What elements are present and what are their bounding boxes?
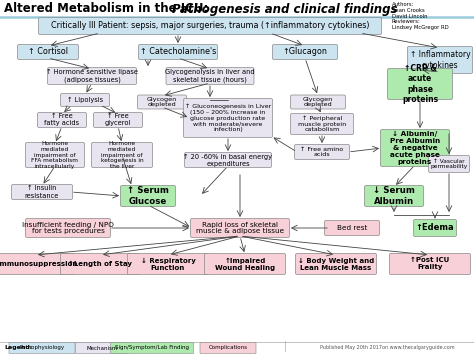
Text: ↓ Body Weight and
Lean Muscle Mass: ↓ Body Weight and Lean Muscle Mass — [298, 257, 374, 271]
Text: ↓ Serum
Albumin: ↓ Serum Albumin — [373, 186, 415, 206]
FancyBboxPatch shape — [37, 113, 86, 127]
FancyBboxPatch shape — [18, 44, 79, 60]
FancyBboxPatch shape — [191, 218, 290, 237]
Text: ↑ Catecholamine's: ↑ Catecholamine's — [140, 48, 216, 56]
Text: ↑Length of Stay: ↑Length of Stay — [68, 261, 132, 267]
FancyBboxPatch shape — [365, 186, 423, 207]
FancyBboxPatch shape — [183, 98, 273, 137]
Text: Legend:: Legend: — [4, 345, 32, 350]
FancyBboxPatch shape — [325, 220, 380, 235]
FancyBboxPatch shape — [388, 69, 453, 99]
Text: ↑Impaired
Wound Healing: ↑Impaired Wound Healing — [215, 257, 275, 271]
Text: ↑ Serum
Glucose: ↑ Serum Glucose — [127, 186, 169, 206]
Text: Published May 20th 2017on www.thecalgaryguide.com: Published May 20th 2017on www.thecalgary… — [320, 345, 455, 350]
FancyBboxPatch shape — [428, 155, 470, 173]
FancyBboxPatch shape — [93, 113, 143, 127]
Text: ↓ Respiratory
Function: ↓ Respiratory Function — [141, 257, 195, 271]
Text: ↑ Gluconeogenesis in Liver
(150 – 200% increase in
glucose production rate
with : ↑ Gluconeogenesis in Liver (150 – 200% i… — [185, 104, 271, 132]
FancyBboxPatch shape — [200, 343, 256, 354]
FancyBboxPatch shape — [75, 343, 128, 354]
Text: ↑ Vascular
permeability: ↑ Vascular permeability — [430, 159, 468, 169]
FancyBboxPatch shape — [166, 67, 254, 84]
FancyBboxPatch shape — [120, 186, 175, 207]
Text: Critically Ill Patient: sepsis, major surgeries, trauma (↑inflammatory cytokines: Critically Ill Patient: sepsis, major su… — [51, 22, 369, 31]
Text: ↑ Free
glycerol: ↑ Free glycerol — [105, 114, 131, 126]
FancyBboxPatch shape — [26, 218, 110, 237]
Text: Pathogenesis and clinical findings: Pathogenesis and clinical findings — [172, 2, 398, 16]
Text: ↑Edema: ↑Edema — [416, 224, 454, 233]
Text: ↑ Free
fatty acids: ↑ Free fatty acids — [45, 114, 80, 126]
Text: ↑ Free amino
acids: ↑ Free amino acids — [301, 147, 344, 157]
Text: Glycogen
depleted: Glycogen depleted — [303, 97, 333, 108]
Text: ↑ Insulin
resistance: ↑ Insulin resistance — [25, 186, 59, 198]
FancyBboxPatch shape — [381, 130, 449, 166]
Text: Sign/Symptom/Lab Finding: Sign/Symptom/Lab Finding — [115, 345, 189, 350]
Text: ↑Immunosuppression: ↑Immunosuppression — [0, 261, 78, 267]
FancyBboxPatch shape — [26, 142, 84, 168]
FancyBboxPatch shape — [61, 93, 109, 106]
FancyBboxPatch shape — [291, 95, 346, 109]
FancyBboxPatch shape — [61, 253, 139, 274]
Text: ↑ Inflammatory
cytokines: ↑ Inflammatory cytokines — [410, 50, 470, 70]
FancyBboxPatch shape — [110, 343, 193, 354]
Text: Rapid loss of skeletal
muscle & adipose tissue: Rapid loss of skeletal muscle & adipose … — [196, 222, 284, 235]
Text: Glycogenolysis in liver and
skeletal tissue (hours): Glycogenolysis in liver and skeletal tis… — [165, 69, 255, 83]
FancyBboxPatch shape — [128, 253, 209, 274]
FancyBboxPatch shape — [294, 144, 349, 159]
Text: ↑CRP &
acute
phase
proteins: ↑CRP & acute phase proteins — [402, 64, 438, 104]
Text: ↑Post ICU
Frailty: ↑Post ICU Frailty — [410, 257, 450, 271]
Text: ↑ 20 -60% in basal energy
expenditures: ↑ 20 -60% in basal energy expenditures — [183, 153, 273, 166]
FancyBboxPatch shape — [137, 95, 186, 109]
Text: ↑ Peripheral
muscle protein
catabolism: ↑ Peripheral muscle protein catabolism — [298, 115, 346, 132]
Text: ↑ Lipolysis: ↑ Lipolysis — [67, 97, 103, 103]
Text: ↑Glucagon: ↑Glucagon — [283, 48, 328, 56]
FancyBboxPatch shape — [184, 153, 272, 168]
FancyBboxPatch shape — [295, 253, 376, 274]
FancyBboxPatch shape — [47, 67, 137, 84]
Text: Hormone
mediated
impairment of
ketogenesis in
the liver: Hormone mediated impairment of ketogenes… — [100, 141, 143, 169]
FancyBboxPatch shape — [291, 114, 354, 135]
Text: Mechanism: Mechanism — [86, 345, 118, 350]
FancyBboxPatch shape — [0, 253, 74, 274]
FancyBboxPatch shape — [11, 185, 73, 200]
Text: ↓ Albumin/
Pre Albumin
& negative
acute phase
proteins: ↓ Albumin/ Pre Albumin & negative acute … — [390, 131, 440, 165]
Text: Pathophysiology: Pathophysiology — [19, 345, 64, 350]
FancyBboxPatch shape — [273, 44, 337, 60]
Text: ↑ Hormone sensitive lipase
(adipose tissues): ↑ Hormone sensitive lipase (adipose tiss… — [46, 69, 138, 83]
FancyBboxPatch shape — [138, 44, 218, 60]
Text: Bed rest: Bed rest — [337, 225, 367, 231]
FancyBboxPatch shape — [9, 343, 75, 354]
Text: Hormone
mediated
impairment of
FFA metabolism
intracellularly: Hormone mediated impairment of FFA metab… — [31, 141, 79, 169]
FancyBboxPatch shape — [204, 253, 285, 274]
Text: Complications: Complications — [209, 345, 247, 350]
Text: Altered Metabolism in the ICU:: Altered Metabolism in the ICU: — [4, 2, 212, 16]
FancyBboxPatch shape — [38, 17, 382, 34]
Text: Authors:
Sean Crooks
David Lincoln
Reviewers:
Lindsey McGregor RD: Authors: Sean Crooks David Lincoln Revie… — [392, 2, 448, 30]
FancyBboxPatch shape — [408, 47, 473, 73]
Text: ↑ Cortisol: ↑ Cortisol — [28, 48, 68, 56]
Text: Glycogen
depleted: Glycogen depleted — [147, 97, 177, 108]
Text: Insufficient feeding / NPO
for tests procedures: Insufficient feeding / NPO for tests pro… — [22, 222, 114, 235]
FancyBboxPatch shape — [91, 142, 153, 168]
FancyBboxPatch shape — [390, 253, 471, 274]
FancyBboxPatch shape — [413, 219, 456, 236]
